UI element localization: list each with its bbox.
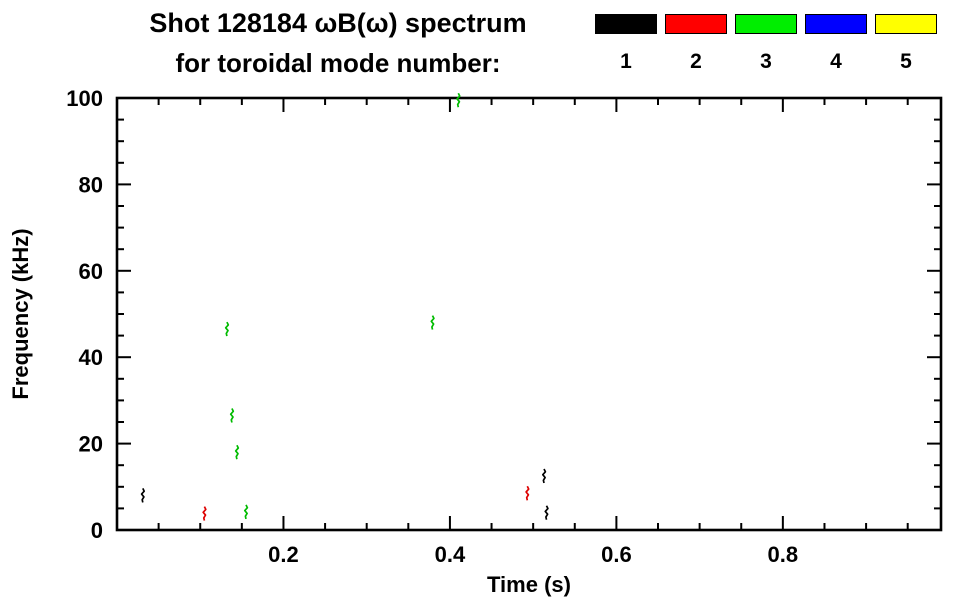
svg-text:100: 100 (66, 86, 103, 111)
svg-text:Time (s): Time (s) (487, 572, 571, 597)
svg-text:0.2: 0.2 (268, 542, 299, 567)
legend-number-mode-3: 3 (760, 50, 772, 73)
legend-swatch-mode-1 (595, 14, 657, 34)
chart-title-block: Shot 128184 ωB(ω) spectrum for toroidal … (108, 6, 568, 80)
svg-text:0.8: 0.8 (768, 542, 799, 567)
svg-text:40: 40 (79, 345, 103, 370)
svg-text:60: 60 (79, 259, 103, 284)
svg-text:0.6: 0.6 (601, 542, 632, 567)
legend-swatches (595, 14, 937, 34)
legend-swatch-mode-2 (665, 14, 727, 34)
legend-number-mode-2: 2 (690, 50, 702, 73)
legend-number-mode-4: 4 (830, 50, 842, 73)
legend-swatch-mode-4 (805, 14, 867, 34)
svg-text:80: 80 (79, 172, 103, 197)
legend-number-mode-1: 1 (620, 50, 632, 73)
legend: 1 2 3 4 5 (595, 14, 937, 74)
svg-text:Frequency (kHz): Frequency (kHz) (8, 228, 33, 399)
svg-text:0: 0 (91, 518, 103, 543)
legend-numbers: 1 2 3 4 5 (595, 50, 937, 74)
chart-title: Shot 128184 ωB(ω) spectrum (149, 8, 527, 38)
svg-text:0.4: 0.4 (435, 542, 466, 567)
svg-text:20: 20 (79, 432, 103, 457)
chart-subtitle: for toroidal mode number: (175, 48, 501, 78)
legend-swatch-mode-3 (735, 14, 797, 34)
legend-swatch-mode-5 (875, 14, 937, 34)
legend-number-mode-5: 5 (900, 50, 912, 73)
